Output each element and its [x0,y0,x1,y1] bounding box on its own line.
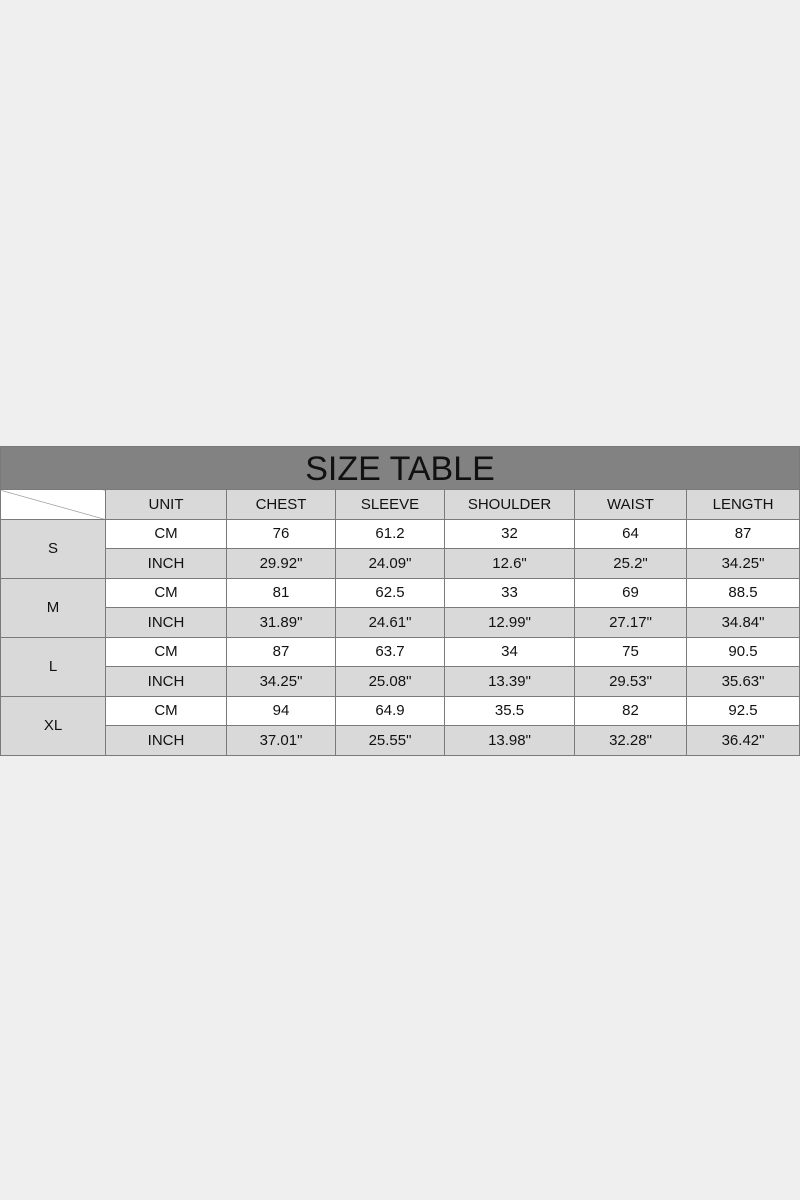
value-cell: 92.5 [685,695,800,726]
table-row: S CM 76 61.2 32 64 87 [0,518,800,579]
value-cell: 64 [574,518,687,549]
size-label: S [0,518,106,579]
column-header: SHOULDER [444,489,575,520]
value-cell: 29.92" [226,548,336,579]
value-cell: 24.61" [335,607,445,638]
size-label: L [0,636,106,697]
table-row: L CM 87 63.7 34 75 90.5 [0,636,800,697]
value-cell: 81 [226,577,336,608]
unit-cell: INCH [105,725,227,756]
size-label: XL [0,695,106,756]
value-cell: 34.84" [685,607,800,638]
column-header: WAIST [574,489,687,520]
table-row: INCH 37.01" 25.55" 13.98" 32.28" 36.42" [1,725,800,756]
value-cell: 69 [574,577,687,608]
value-cell: 61.2 [335,518,445,549]
value-cell: 34.25" [226,666,336,697]
unit-cell: CM [105,577,227,608]
table-title: SIZE TABLE [0,446,800,490]
value-cell: 27.17" [574,607,687,638]
size-table: SIZE TABLE UNIT CHEST SLEEVE SHOULDER WAIST L… [0,446,800,756]
unit-cell: CM [105,695,227,726]
column-header: CHEST [226,489,336,520]
value-cell: 64.9 [335,695,445,726]
value-cell: 32.28" [574,725,687,756]
column-header: SLEEVE [335,489,445,520]
value-cell: 35.63" [685,666,800,697]
table-row: XL CM 94 64.9 35.5 82 92.5 [0,695,800,756]
size-label: M [0,577,106,638]
unit-cell: INCH [105,548,227,579]
value-cell: 62.5 [335,577,445,608]
value-cell: 25.08" [335,666,445,697]
header-row: UNIT CHEST SLEEVE SHOULDER WAIST LENGTH [0,489,800,520]
table-row: M CM 81 62.5 33 69 88.5 [0,577,800,638]
value-cell: 25.2" [574,548,687,579]
unit-cell: INCH [105,666,227,697]
value-cell: 29.53" [574,666,687,697]
column-header: LENGTH [685,489,800,520]
unit-cell: CM [105,636,227,667]
value-cell: 36.42" [685,725,800,756]
value-cell: 33 [444,577,575,608]
value-cell: 32 [444,518,575,549]
value-cell: 76 [226,518,336,549]
value-cell: 87 [685,518,800,549]
value-cell: 13.39" [444,666,575,697]
value-cell: 34 [444,636,575,667]
value-cell: 90.5 [685,636,800,667]
value-cell: 94 [226,695,336,726]
column-header: UNIT [105,489,227,520]
value-cell: 75 [574,636,687,667]
table-row: INCH 29.92" 24.09" 12.6" 25.2" 34.25" [1,548,800,579]
table-row: INCH 34.25" 25.08" 13.39" 29.53" 35.63" [1,666,800,697]
unit-cell: INCH [105,607,227,638]
value-cell: 34.25" [685,548,800,579]
value-cell: 37.01" [226,725,336,756]
value-cell: 35.5 [444,695,575,726]
value-cell: 24.09" [335,548,445,579]
value-cell: 88.5 [685,577,800,608]
value-cell: 87 [226,636,336,667]
value-cell: 12.6" [444,548,575,579]
corner-cell [0,489,106,520]
value-cell: 82 [574,695,687,726]
value-cell: 12.99" [444,607,575,638]
value-cell: 25.55" [335,725,445,756]
unit-cell: CM [105,518,227,549]
value-cell: 13.98" [444,725,575,756]
value-cell: 63.7 [335,636,445,667]
table-row: INCH 31.89" 24.61" 12.99" 27.17" 34.84" [1,607,800,638]
value-cell: 31.89" [226,607,336,638]
